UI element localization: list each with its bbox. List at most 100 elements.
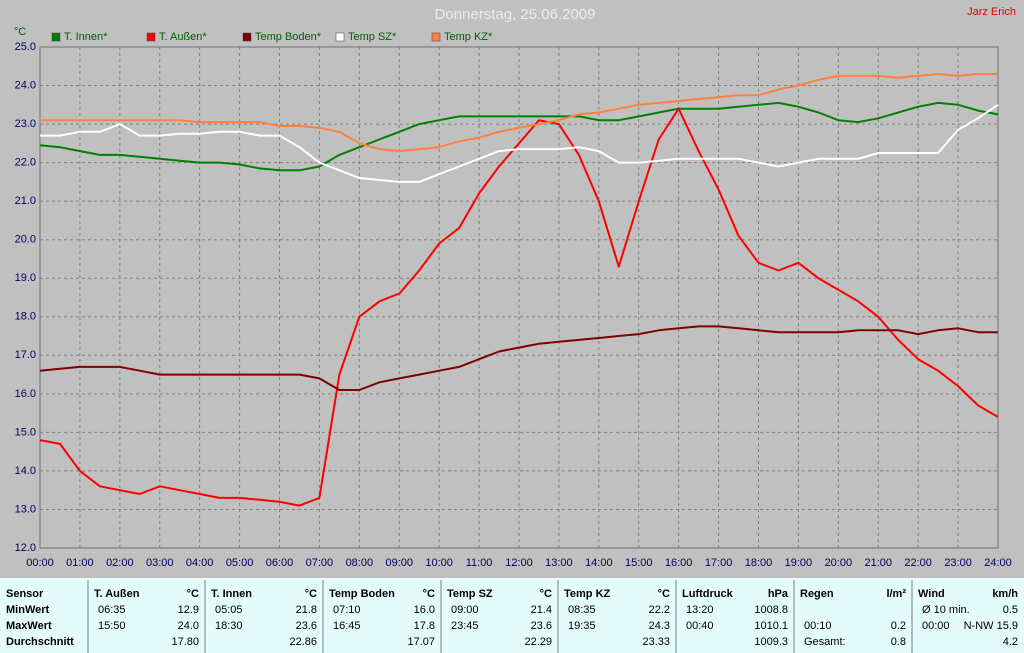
cell-time: 23:45 [451,620,479,632]
x-tick-label: 10:00 [425,557,453,569]
x-tick-label: 17:00 [705,557,733,569]
y-tick-label: 14.0 [15,465,36,477]
x-tick-label: 07:00 [306,557,334,569]
cell-value: 21.8 [296,604,317,616]
x-tick-label: 19:00 [785,557,813,569]
cell-time: 06:35 [98,604,126,616]
legend-swatch [431,32,441,42]
cell-value: 22.86 [289,636,317,648]
cell-time: 07:10 [333,604,361,616]
header-unit: hPa [768,588,789,600]
cell-time: 19:35 [568,620,596,632]
cell-value: 24.3 [649,620,670,632]
header-name: T. Außen [94,588,140,600]
header-name: Luftdruck [682,588,734,600]
header-unit: km/h [992,588,1018,600]
cell-value: 1010.1 [754,620,788,632]
cell-value: 1009.3 [754,636,788,648]
header-unit: °C [187,588,199,600]
x-tick-label: 21:00 [864,557,892,569]
x-tick-label: 01:00 [66,557,94,569]
y-tick-label: 22.0 [15,157,36,169]
cell-value: 1008.8 [754,604,788,616]
row-label: Durchschnitt [6,636,74,648]
series-line [39,101,999,172]
x-tick-label: 13:00 [545,557,573,569]
header-unit: °C [423,588,435,600]
header-name: Temp SZ [447,588,493,600]
cell-value: 24.0 [178,620,199,632]
header-unit: l/m² [886,588,906,600]
header-name: Sensor [6,588,44,600]
x-tick-label: 24:00 [984,557,1012,569]
x-tick-label: 00:00 [26,557,54,569]
x-tick-label: 16:00 [665,557,693,569]
header-name: Wind [918,588,945,600]
cell-value: 23.6 [296,620,317,632]
cell-value: 16.0 [414,604,435,616]
y-tick-label: 25.0 [15,41,36,53]
cell-time: 00:40 [686,620,714,632]
legend-label: Temp SZ* [348,31,397,43]
y-tick-label: 18.0 [15,311,36,323]
header-name: Temp Boden [329,588,395,600]
legend-swatch [51,32,61,42]
cell-value: 4.2 [1003,636,1018,648]
legend-swatch [242,32,252,42]
cell-value: 22.29 [524,636,552,648]
cell-time: 00:10 [804,620,832,632]
header-unit: °C [540,588,552,600]
cell-time: 05:05 [215,604,243,616]
cell-value: 0.2 [891,620,906,632]
header-name: Regen [800,588,834,600]
cell-value: 23.33 [642,636,670,648]
y-tick-label: 24.0 [15,79,36,91]
x-tick-label: 14:00 [585,557,613,569]
x-tick-label: 04:00 [186,557,214,569]
cell-time: 15:50 [98,620,126,632]
legend-label: T. Innen* [64,31,108,43]
cell-value: 17.80 [171,636,199,648]
x-tick-label: 08:00 [346,557,374,569]
legend-label: T. Außen* [159,31,207,43]
cell-time: 16:45 [333,620,361,632]
series-line [39,325,998,391]
cell-value: 22.2 [649,604,670,616]
x-tick-label: 06:00 [266,557,294,569]
y-tick-label: 23.0 [15,118,36,130]
x-tick-label: 02:00 [106,557,134,569]
cell-value: 12.9 [178,604,199,616]
cell-time: 18:30 [215,620,243,632]
legend-swatch [335,32,345,42]
y-tick-label: 21.0 [15,195,36,207]
author: Jarz Erich [967,6,1016,18]
x-tick-label: 23:00 [944,557,972,569]
y-unit: °C [14,26,26,38]
x-tick-label: 22:00 [904,557,932,569]
cell-time: Gesamt: [804,636,846,648]
cell-time: Ø 10 min. [922,604,970,616]
y-tick-label: 13.0 [15,503,36,515]
cell-value: 23.6 [531,620,552,632]
series-line [40,73,998,153]
x-tick-label: 15:00 [625,557,653,569]
y-tick-label: 15.0 [15,426,36,438]
cell-value: 17.8 [414,620,435,632]
y-tick-label: 20.0 [15,234,36,246]
x-tick-label: 11:00 [466,557,493,569]
header-name: Temp KZ [564,588,611,600]
header-unit: °C [305,588,317,600]
cell-time: 09:00 [451,604,479,616]
cell-value: N-NW 15.9 [964,620,1018,632]
x-tick-label: 12:00 [505,557,533,569]
cell-value: 17.07 [407,636,435,648]
cell-value: 21.4 [531,604,552,616]
y-tick-label: 17.0 [15,349,36,361]
series-line [40,103,999,183]
x-tick-label: 18:00 [745,557,773,569]
y-tick-label: 19.0 [15,272,36,284]
plot-frame [39,46,999,549]
cell-time: 13:20 [686,604,714,616]
